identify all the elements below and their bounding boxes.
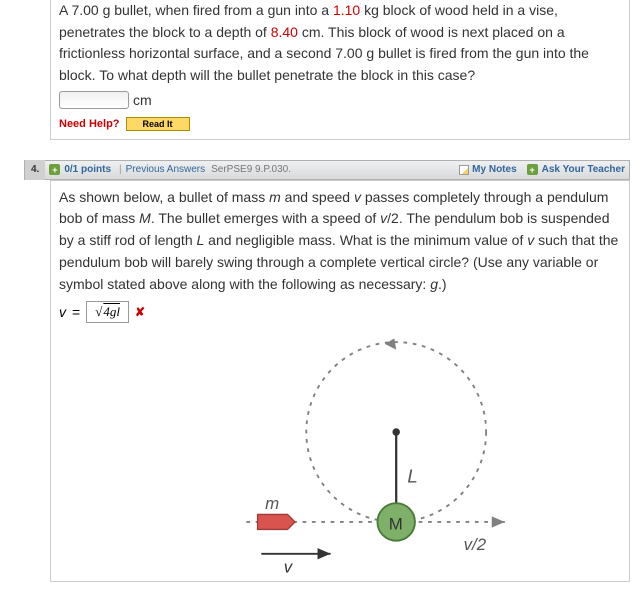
ask-teacher-link[interactable]: Ask Your Teacher — [542, 164, 625, 175]
source-label: SerPSE9 9.P.030. — [211, 164, 291, 175]
q4-lhs-v: v — [59, 304, 66, 320]
need-help-row: Need Help? Read It — [59, 117, 621, 131]
q4-text: As shown below, a bullet of mass m and s… — [59, 181, 621, 297]
q3-answer-row: cm — [59, 91, 621, 109]
q4-answer-row: v = √4gl ✘ — [59, 301, 621, 323]
q3-unit: cm — [133, 92, 152, 108]
q4-answer-input[interactable]: √4gl — [86, 301, 129, 323]
notes-icon — [459, 165, 469, 175]
v2-label: v/2 — [464, 535, 487, 554]
question-4: As shown below, a bullet of mass m and s… — [50, 180, 630, 582]
M-label: M — [389, 515, 403, 534]
question-3: A 7.00 g bullet, when fired from a gun i… — [50, 0, 630, 140]
q3-num2: 8.40 — [271, 24, 298, 40]
points-label: 0/1 points — [64, 164, 111, 175]
read-it-button[interactable]: Read It — [126, 117, 190, 131]
expand-icon[interactable]: + — [49, 164, 60, 175]
q3-answer-input[interactable] — [59, 91, 129, 109]
expand-icon-2[interactable]: + — [527, 164, 538, 175]
v-label: v — [284, 558, 294, 573]
q4-header: 4. + 0/1 points | Previous Answers SerPS… — [24, 160, 630, 180]
q3-text: A 7.00 g bullet, when fired from a gun i… — [59, 0, 621, 91]
m-label: m — [265, 494, 279, 513]
separator: | — [119, 164, 122, 175]
need-help-label: Need Help? — [59, 118, 120, 130]
my-notes-link[interactable]: My Notes — [472, 164, 516, 175]
q3-text-a: A 7.00 g bullet, when fired from a gun i… — [59, 2, 333, 18]
q4-equals: = — [72, 304, 80, 320]
previous-answers-link[interactable]: Previous Answers — [126, 164, 205, 175]
question-number: 4. — [25, 160, 45, 180]
pendulum-diagram: L M m v v/2 — [59, 329, 621, 573]
q3-num1: 1.10 — [333, 2, 360, 18]
L-label: L — [407, 466, 417, 487]
wrong-icon: ✘ — [135, 305, 145, 319]
